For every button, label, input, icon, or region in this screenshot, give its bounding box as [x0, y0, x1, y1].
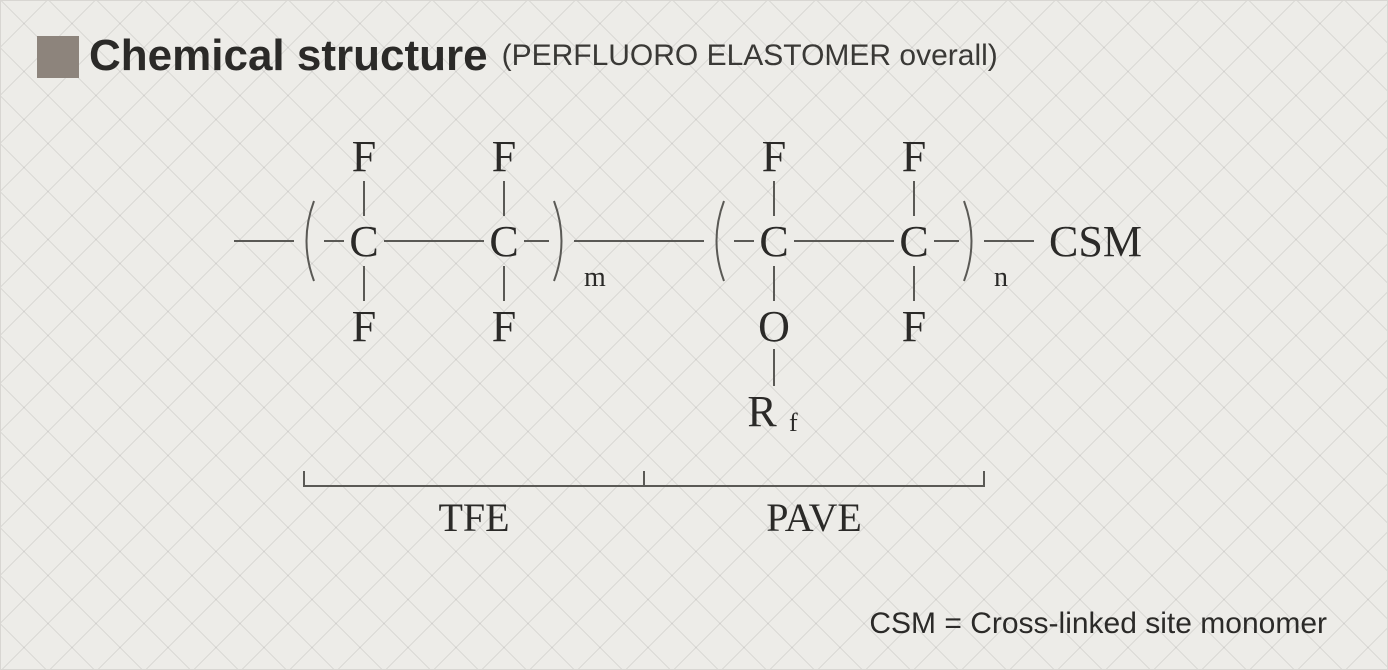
u2-f-top1: F — [762, 132, 786, 181]
chemical-structure: C F F C F F m C F O R f C F F n CSM TFE … — [154, 91, 1234, 571]
u2-O: O — [758, 302, 790, 351]
u1-f-top1: F — [352, 132, 376, 181]
title-row: Chemical structure (PERFLUORO ELASTOMER … — [37, 31, 998, 81]
u2-c2: C — [899, 217, 928, 266]
tail-csm: CSM — [1049, 217, 1142, 266]
u1-f-bot2: F — [492, 302, 516, 351]
label-pave: PAVE — [766, 495, 862, 540]
title-subtitle: (PERFLUORO ELASTOMER overall) — [502, 39, 998, 73]
u1-c2: C — [489, 217, 518, 266]
u1-sub-m: m — [584, 262, 606, 293]
footer-note: CSM = Cross-linked site monomer — [869, 607, 1327, 641]
u2-Rf-sub: f — [789, 408, 798, 437]
u1-f-top2: F — [492, 132, 516, 181]
u2-f-top2: F — [902, 132, 926, 181]
u2-R: R — [747, 387, 777, 436]
u1-f-bot1: F — [352, 302, 376, 351]
label-tfe: TFE — [438, 495, 509, 540]
u2-c1: C — [759, 217, 788, 266]
u1-c1: C — [349, 217, 378, 266]
u2-sub-n: n — [994, 262, 1008, 293]
title-main: Chemical structure — [89, 31, 488, 81]
title-square-icon — [37, 36, 79, 78]
u2-f-bot: F — [902, 302, 926, 351]
